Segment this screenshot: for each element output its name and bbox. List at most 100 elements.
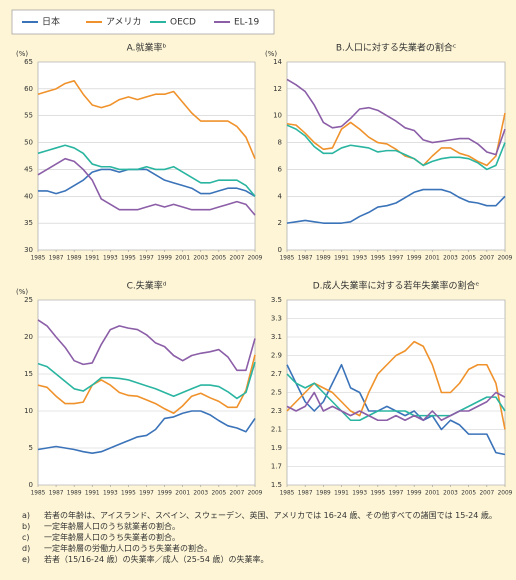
x-tick-label: 2007: [230, 256, 245, 262]
y-tick-label: 30: [24, 246, 33, 254]
x-tick-label: 2007: [479, 256, 494, 262]
x-tick-label: 1989: [316, 491, 331, 497]
note-text: 若者の年齢は、アイスランド、スペイン、スウェーデン、英国、アメリカでは 16-2…: [44, 511, 497, 520]
note: e) 若者（15/16-24 歳）の失業率／成人（25-54 歳）の失業率。: [22, 554, 502, 565]
x-tick-label: 2001: [425, 256, 440, 262]
x-tick-label: 1985: [280, 256, 295, 262]
x-tick-label: 1993: [352, 491, 367, 497]
y-tick-label: 2: [278, 219, 282, 227]
line-series: [37, 361, 256, 400]
line-series: [37, 319, 256, 372]
x-tick-label: 2005: [211, 256, 226, 262]
line-series: [286, 391, 506, 422]
x-tick-label: 1993: [103, 256, 118, 262]
y-tick-label: 3.5: [271, 296, 282, 304]
panel-title: B.人口に対する失業者の割合ᶜ: [336, 42, 456, 54]
x-tick-label: 1991: [334, 256, 349, 262]
x-tick-label: 1991: [85, 256, 100, 262]
x-tick-label: 1997: [139, 491, 154, 497]
x-tick-label: 1987: [298, 491, 313, 497]
line-series: [286, 340, 506, 430]
note-mark: b): [22, 522, 31, 531]
y-tick-label: 0: [278, 246, 282, 254]
line-series: [286, 124, 506, 171]
y-tick-label: 1.5: [271, 481, 282, 489]
y-tick-label: 60: [24, 85, 33, 93]
x-tick-label: 1985: [31, 256, 46, 262]
panel-title: A.就業率ᵇ: [127, 42, 167, 54]
note: c) 一定年齢層人口のうち失業者の割合。: [22, 532, 502, 543]
x-tick-label: 1987: [49, 256, 64, 262]
x-tick-label: 2003: [443, 256, 458, 262]
x-tick-label: 2009: [248, 491, 263, 497]
x-tick-label: 1995: [121, 256, 136, 262]
x-tick-label: 1987: [298, 256, 313, 262]
x-tick-label: 2003: [193, 491, 208, 497]
panel-title: C.失業率ᵈ: [127, 280, 167, 292]
y-tick-label: 5: [29, 444, 33, 452]
legend-label: OECD: [170, 18, 196, 28]
legend-label: 日本: [42, 16, 60, 28]
x-tick-label: 2005: [461, 256, 476, 262]
x-tick-label: 2001: [175, 256, 190, 262]
x-tick-label: 2007: [479, 491, 494, 497]
x-tick-label: 1985: [31, 491, 46, 497]
line-series: [286, 112, 506, 167]
y-tick-label: 10: [273, 112, 282, 120]
y-tick-label: 1.9: [271, 444, 282, 452]
y-tick-label: 20: [24, 333, 33, 341]
y-tick-label: 12: [273, 85, 282, 93]
x-tick-label: 1997: [389, 256, 404, 262]
x-tick-label: 1989: [67, 256, 82, 262]
note-text: 一定年齢層人口のうち失業者の割合。: [44, 533, 180, 542]
x-tick-label: 1999: [157, 256, 172, 262]
y-tick-label: 2.1: [271, 426, 282, 434]
line-series: [37, 144, 256, 197]
y-tick-label: 3.3: [271, 315, 282, 323]
y-tick-label: 3.1: [271, 333, 282, 341]
x-tick-label: 2005: [211, 491, 226, 497]
note: b) 一定年齢層人口のうち就業者の割合。: [22, 521, 502, 532]
x-tick-label: 1995: [121, 491, 136, 497]
line-series: [37, 157, 256, 216]
x-tick-label: 2003: [443, 491, 458, 497]
y-tick-label: 2.9: [271, 352, 282, 360]
x-tick-label: 2001: [425, 491, 440, 497]
x-tick-label: 1993: [103, 491, 118, 497]
x-tick-label: 1991: [85, 491, 100, 497]
x-tick-label: 1999: [407, 256, 422, 262]
x-tick-label: 2003: [193, 256, 208, 262]
y-tick-label: 2.3: [271, 407, 282, 415]
y-axis-label: (%): [16, 50, 28, 58]
y-tick-label: 25: [24, 296, 33, 304]
y-tick-label: 55: [24, 112, 33, 120]
y-tick-label: 50: [24, 139, 33, 147]
plot-area: [37, 61, 256, 251]
x-tick-label: 1995: [370, 491, 385, 497]
notes: a) 若者の年齢は、アイスランド、スペイン、スウェーデン、英国、アメリカでは 16…: [22, 510, 502, 565]
note: a) 若者の年齢は、アイスランド、スペイン、スウェーデン、英国、アメリカでは 16…: [22, 510, 502, 521]
x-tick-label: 1997: [139, 256, 154, 262]
line-series: [37, 80, 256, 160]
x-tick-label: 2007: [230, 491, 245, 497]
x-tick-label: 2009: [248, 256, 263, 262]
x-tick-label: 1999: [157, 491, 172, 497]
y-tick-label: 8: [278, 139, 282, 147]
note-text: 一定年齢層の労働力人口のうち失業者の割合。: [44, 544, 212, 553]
x-tick-label: 2009: [498, 256, 513, 262]
line-series: [286, 78, 506, 156]
y-axis-label: (%): [16, 288, 28, 296]
y-tick-label: 65: [24, 58, 33, 66]
x-tick-label: 1993: [352, 256, 367, 262]
x-tick-label: 1999: [407, 491, 422, 497]
y-tick-label: 6: [278, 165, 283, 173]
note-text: 一定年齢層人口のうち就業者の割合。: [44, 522, 180, 531]
line-series: [37, 410, 256, 454]
line-series: [286, 373, 506, 422]
legend-label: アメリカ: [106, 17, 142, 28]
note-mark: c): [22, 533, 30, 542]
x-tick-label: 2005: [461, 491, 476, 497]
note-mark: a): [22, 511, 31, 520]
note-text: 若者（15/16-24 歳）の失業率／成人（25-54 歳）の失業率。: [44, 555, 269, 564]
